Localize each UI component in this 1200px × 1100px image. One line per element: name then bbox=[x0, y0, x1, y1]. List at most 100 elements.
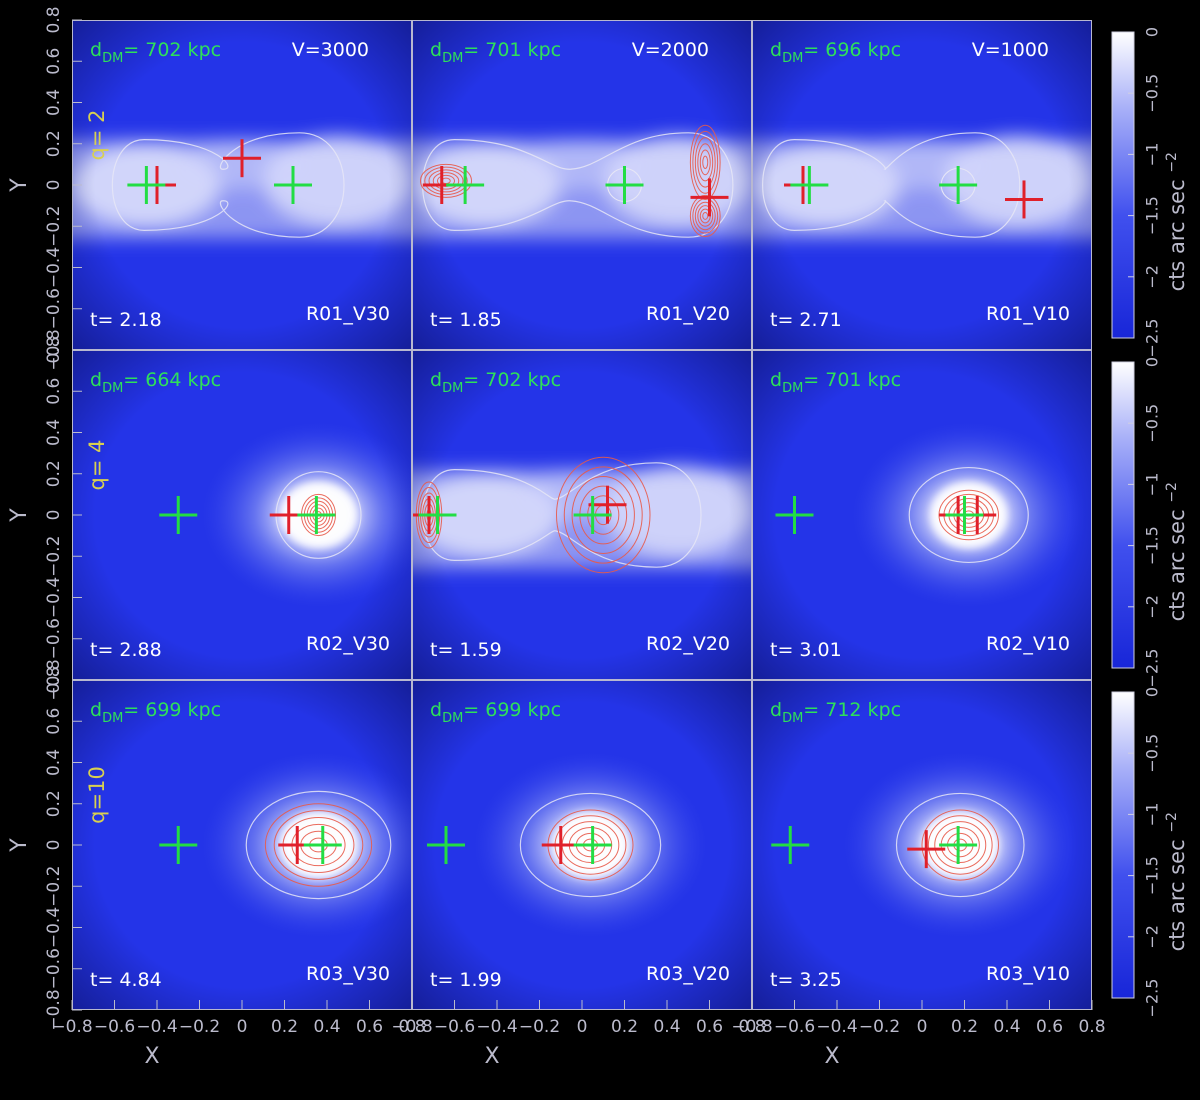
xray-contour bbox=[697, 205, 714, 227]
panel-content bbox=[752, 350, 1092, 680]
mass-contour bbox=[245, 790, 392, 900]
panel-r01_v20: dDM= 701 kpc V=2000 t= 1.85 R01_V20 bbox=[412, 20, 752, 350]
x-tick-label: −0.8 bbox=[731, 1017, 772, 1037]
dm-distance-label: dDM= 696 kpc bbox=[770, 39, 901, 66]
x-tick-label: 0.4 bbox=[653, 1017, 680, 1037]
xray-contour bbox=[702, 212, 709, 220]
panel-r02_v30: dDM= 664 kpc t= 2.88 R02_V30 bbox=[72, 350, 412, 680]
dm-distance-prefix: d bbox=[90, 369, 102, 391]
x-axis-label: X bbox=[484, 1044, 499, 1069]
dm-distance-prefix: d bbox=[770, 39, 782, 61]
dm-distance-prefix: d bbox=[90, 39, 102, 61]
y-tick-label: −0.6 bbox=[44, 618, 64, 659]
xray-contour bbox=[428, 169, 464, 193]
panel-r03_v20: dDM= 699 kpc t= 1.99 R03_V20 bbox=[412, 680, 752, 1010]
time-label: t= 1.59 bbox=[430, 639, 502, 661]
y-tick-label: −0.6 bbox=[44, 288, 64, 329]
xray-contour bbox=[420, 163, 472, 198]
dm-peak-cross-green bbox=[790, 166, 829, 204]
y-tick-label: 0.6 bbox=[44, 708, 64, 735]
dm-distance-prefix: d bbox=[770, 699, 782, 721]
colorbar-tick-label: 0 bbox=[1143, 357, 1162, 367]
dm-distance-subscript: DM bbox=[442, 711, 463, 726]
x-tick-label: −0.4 bbox=[476, 1017, 517, 1037]
x-tick-label: 0.8 bbox=[1078, 1017, 1105, 1037]
dm-peak-cross-green bbox=[159, 496, 198, 534]
y-axis-label: Y bbox=[7, 508, 32, 523]
xray-peak-cross-red bbox=[690, 178, 729, 217]
x-tick-label: −0.8 bbox=[391, 1017, 432, 1037]
dm-distance-prefix: d bbox=[90, 699, 102, 721]
x-tick-label: −0.6 bbox=[434, 1017, 475, 1037]
colorbar-tick-label: −2 bbox=[1143, 265, 1162, 289]
x-tick-label: −0.4 bbox=[816, 1017, 857, 1037]
dm-peak-cross-green bbox=[945, 496, 984, 534]
x-tick-label: −0.2 bbox=[519, 1017, 560, 1037]
x-tick-label: −0.8 bbox=[51, 1017, 92, 1037]
dm-distance-value: = 712 kpc bbox=[803, 699, 901, 721]
panel-border bbox=[752, 350, 1092, 680]
colorbar-label: cts arc sec −2 bbox=[1164, 812, 1189, 951]
y-tick-label: 0.8 bbox=[44, 666, 64, 693]
xray-contour bbox=[424, 166, 468, 196]
colorbar-gradient-bar bbox=[1111, 691, 1135, 999]
mass-contour bbox=[908, 466, 1029, 564]
panel-border bbox=[412, 350, 752, 680]
colorbar-tick-label: −2.5 bbox=[1143, 979, 1162, 1018]
time-label: t= 2.88 bbox=[90, 639, 162, 661]
colorbar-tick-label: 0 bbox=[1143, 27, 1162, 37]
xray-contour bbox=[927, 815, 993, 875]
xray-peak-cross-red bbox=[223, 139, 261, 178]
dm-distance-subscript: DM bbox=[782, 381, 803, 396]
xray-contour bbox=[694, 201, 716, 231]
colorbar-gradient-bar bbox=[1111, 361, 1135, 669]
colorbar-tick-label: −2 bbox=[1143, 925, 1162, 949]
colorbar-label-text: cts arc sec bbox=[1165, 503, 1189, 622]
q-ratio-label: q= 2 bbox=[85, 110, 109, 161]
mass-contour bbox=[422, 132, 734, 238]
x-tick-label: 0.8 bbox=[738, 1017, 765, 1037]
y-tick-label: −0.2 bbox=[44, 206, 64, 247]
x-tick-label: 0.4 bbox=[993, 1017, 1020, 1037]
colorbar: 0 −0.5 −1 −1.5 −2 −2.5 cts arc sec −2 bbox=[1111, 357, 1189, 688]
colorbar-layer: 0 −0.5 −1 −1.5 −2 −2.5 cts arc sec −2 0 −0.5 −1 −1… bbox=[1111, 27, 1189, 1018]
panel-content bbox=[72, 20, 412, 350]
colorbar: 0 −0.5 −1 −1.5 −2 −2.5 cts arc sec −2 bbox=[1111, 687, 1189, 1018]
y-tick-label: 0.2 bbox=[44, 130, 64, 157]
xray-contour bbox=[699, 149, 711, 176]
y-tick-label: 0.8 bbox=[44, 336, 64, 363]
panel-r01_v10: dDM= 696 kpc V=1000 t= 2.71 R01_V10 bbox=[752, 20, 1092, 350]
x-tick-label: 0.6 bbox=[696, 1017, 723, 1037]
dm-peak-cross-green bbox=[775, 496, 814, 534]
y-tick-label: 0.2 bbox=[44, 790, 64, 817]
panel-content bbox=[412, 350, 752, 680]
x-tick-label: 0 bbox=[237, 1017, 248, 1037]
colorbar-tick-label: −1.5 bbox=[1143, 856, 1162, 895]
dm-distance-label: dDM= 701 kpc bbox=[430, 39, 561, 66]
y-tick-label: −0.8 bbox=[44, 329, 64, 370]
y-tick-label: −0.2 bbox=[44, 866, 64, 907]
run-name-label: R02_V20 bbox=[646, 633, 730, 655]
y-tick-label: −0.4 bbox=[44, 907, 64, 948]
dm-distance-subscript: DM bbox=[442, 381, 463, 396]
colorbar-tick-label: −2 bbox=[1143, 595, 1162, 619]
panel-content bbox=[752, 20, 1092, 350]
x-tick-label: 0.2 bbox=[611, 1017, 638, 1037]
panel-border bbox=[412, 20, 752, 350]
xray-contour bbox=[702, 155, 709, 169]
colorbar-label-text: cts arc sec bbox=[1165, 173, 1189, 292]
xray-contour bbox=[571, 476, 635, 554]
colorbar-tick-label: −2.5 bbox=[1143, 649, 1162, 688]
y-tick-label: 0 bbox=[44, 180, 64, 191]
y-tick-label: 0.4 bbox=[44, 419, 64, 446]
colorbar-gradient-bar bbox=[1111, 31, 1135, 339]
colorbar-label-exponent: −2 bbox=[1164, 812, 1180, 833]
panel-content bbox=[72, 350, 412, 680]
xray-peak-cross-red bbox=[541, 826, 580, 864]
x-tick-label: −0.6 bbox=[774, 1017, 815, 1037]
dm-distance-label: dDM= 701 kpc bbox=[770, 369, 901, 396]
dm-distance-value: = 664 kpc bbox=[123, 369, 221, 391]
colorbar-tick-label: −0.5 bbox=[1143, 404, 1162, 443]
x-tick-label: 0.2 bbox=[271, 1017, 298, 1037]
